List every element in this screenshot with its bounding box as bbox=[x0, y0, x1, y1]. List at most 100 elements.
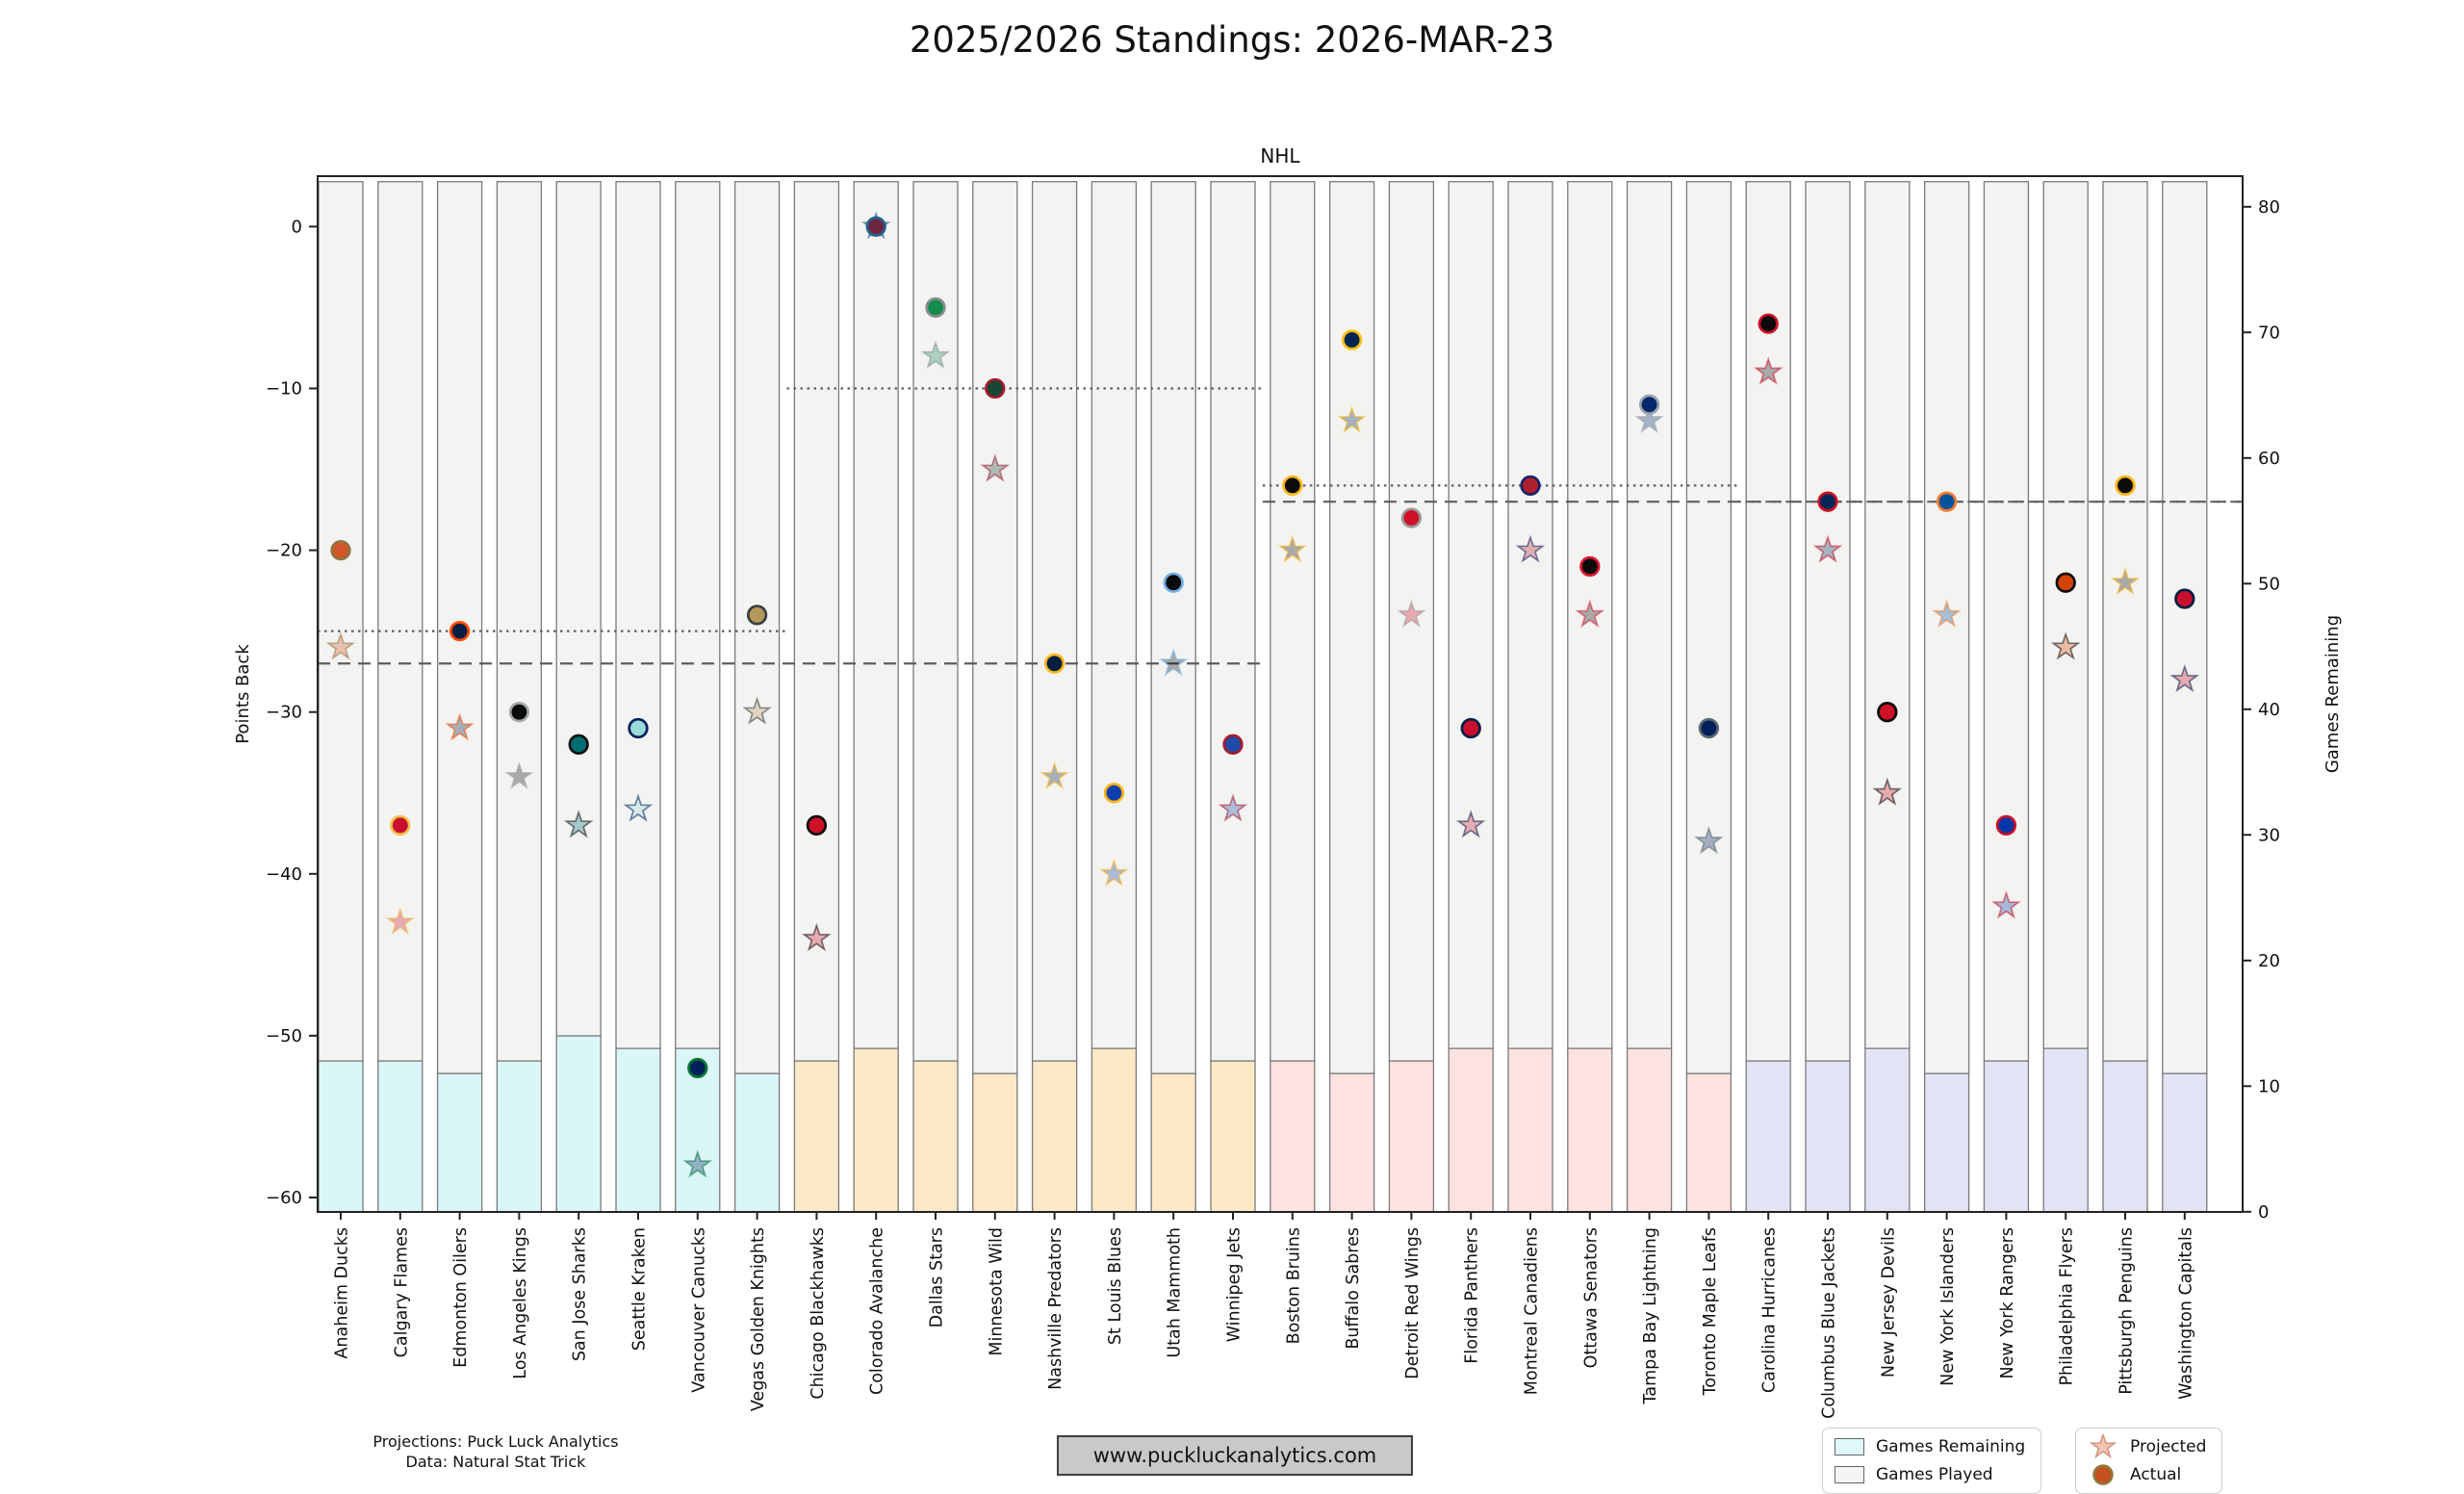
right-tick-label: 10 bbox=[2258, 1076, 2280, 1096]
actual-dot-marker bbox=[2115, 475, 2136, 497]
right-tick-label: 0 bbox=[2258, 1202, 2269, 1223]
games-remaining-bar bbox=[318, 1060, 364, 1213]
games-played-bar bbox=[1270, 181, 1316, 1062]
legend-row-games-remaining: Games Remaining bbox=[1835, 1435, 2025, 1458]
games-remaining-bar bbox=[1448, 1047, 1494, 1213]
page-title: 2025/2026 Standings: 2026-MAR-23 bbox=[909, 19, 1555, 61]
projected-star-marker bbox=[2169, 663, 2200, 693]
actual-dot-marker bbox=[1936, 491, 1958, 512]
bars-layer bbox=[318, 181, 2208, 1213]
games-remaining-bar bbox=[1507, 1047, 1553, 1213]
projected-star-marker bbox=[2110, 567, 2141, 596]
team-tick-label: Nashville Predators bbox=[1046, 1227, 1065, 1390]
axes-layer: 0 −10 −20 −30 −40 −50 −60 0 10 20 30 40 50 60 70 80 Anah… bbox=[233, 175, 2343, 1419]
projected-star-marker bbox=[1634, 404, 1664, 434]
games-played-bar bbox=[2042, 181, 2089, 1049]
team-tick-label: Anaheim Ducks bbox=[333, 1227, 352, 1359]
games-remaining-swatch-icon bbox=[1835, 1438, 1864, 1455]
projected-star-marker bbox=[1753, 356, 1784, 385]
games-played-bar bbox=[1091, 181, 1138, 1049]
projected-star-marker bbox=[1812, 534, 1843, 563]
right-tick-label: 70 bbox=[2258, 322, 2280, 343]
actual-dot-marker bbox=[925, 296, 946, 319]
games-remaining-bar bbox=[1745, 1060, 1791, 1213]
actual-dot-marker bbox=[1995, 814, 2017, 837]
games-played-bar bbox=[615, 181, 661, 1049]
games-played-bar bbox=[1388, 181, 1435, 1062]
legend-label: Projected bbox=[2130, 1437, 2207, 1456]
actual-dot-marker bbox=[865, 216, 886, 238]
games-remaining-bar bbox=[1983, 1060, 2030, 1213]
right-tick-label: 50 bbox=[2258, 574, 2280, 594]
games-played-bar bbox=[318, 181, 364, 1062]
projected-star-marker bbox=[2050, 631, 2081, 660]
games-played-bar bbox=[1805, 181, 1851, 1062]
team-tick-label: San Jose Sharks bbox=[571, 1227, 590, 1361]
legend-row-projected: Projected bbox=[2088, 1434, 2207, 1459]
games-played-bar bbox=[1210, 181, 1256, 1062]
team-tick-label: St Louis Blues bbox=[1106, 1227, 1125, 1345]
legend-row-games-played: Games Played bbox=[1835, 1463, 2025, 1486]
actual-dot-marker bbox=[568, 734, 589, 755]
games-played-bar bbox=[793, 181, 840, 1062]
team-tick-label: Winnipeg Jets bbox=[1225, 1227, 1245, 1342]
cutlines-layer bbox=[318, 387, 2243, 665]
games-played-bar bbox=[496, 181, 543, 1062]
left-tick-label: −50 bbox=[266, 1026, 302, 1046]
projected-star-marker bbox=[1218, 793, 1248, 822]
projected-star-marker bbox=[742, 696, 772, 725]
games-remaining-bar bbox=[1864, 1047, 1911, 1213]
team-tick-label: Washington Capitals bbox=[2176, 1227, 2195, 1400]
games-remaining-bar bbox=[1091, 1047, 1138, 1213]
games-played-bar bbox=[2102, 181, 2148, 1062]
team-tick-label: Dallas Stars bbox=[928, 1227, 947, 1327]
projected-star-marker bbox=[1694, 826, 1724, 855]
games-played-bar bbox=[972, 181, 1018, 1074]
games-remaining-bar bbox=[1626, 1047, 1673, 1213]
team-tick-label: Colorado Avalanche bbox=[868, 1227, 887, 1395]
chart-subtitle: NHL bbox=[1260, 144, 1300, 167]
projected-star-icon bbox=[2088, 1434, 2118, 1459]
team-tick-label: Utah Mammoth bbox=[1166, 1227, 1185, 1358]
left-tick-label: 0 bbox=[292, 217, 302, 237]
actual-dot-marker bbox=[390, 814, 411, 837]
games-played-bar bbox=[1626, 181, 1673, 1049]
actual-markers-layer bbox=[330, 216, 2195, 1079]
projected-star-marker bbox=[1872, 777, 1903, 806]
plot-frame bbox=[317, 175, 2244, 1213]
team-tick-label: Calgary Flames bbox=[392, 1227, 411, 1357]
credits: Projections: Puck Luck Analytics Data: N… bbox=[303, 1431, 688, 1472]
legend-label: Games Remaining bbox=[1876, 1437, 2026, 1456]
projected-star-marker bbox=[1991, 890, 2021, 919]
games-played-bar bbox=[2162, 181, 2208, 1074]
actual-dot-marker bbox=[1222, 734, 1244, 755]
team-tick-label: Buffalo Sabres bbox=[1344, 1227, 1363, 1350]
team-tick-label: Philadelphia Flyers bbox=[2058, 1227, 2077, 1386]
projected-star-marker bbox=[1277, 534, 1308, 563]
games-played-bar bbox=[1923, 181, 1970, 1074]
games-remaining-bar bbox=[2102, 1060, 2148, 1213]
games-remaining-bar bbox=[436, 1072, 483, 1213]
team-tick-label: Montreal Canadiens bbox=[1523, 1227, 1542, 1395]
actual-dot-marker bbox=[1638, 394, 1660, 415]
left-tick-label: −60 bbox=[266, 1188, 302, 1208]
actual-dot-marker bbox=[330, 539, 351, 561]
projected-star-marker bbox=[1455, 810, 1486, 838]
actual-dot-marker bbox=[806, 814, 828, 837]
projected-star-marker bbox=[504, 760, 534, 790]
projected-star-marker bbox=[682, 1149, 713, 1178]
team-tick-label: Chicago Blackhawks bbox=[808, 1227, 828, 1400]
games-played-bar bbox=[555, 181, 602, 1037]
team-tick-label: Edmonton Oilers bbox=[451, 1227, 471, 1368]
games-played-bar bbox=[1150, 181, 1196, 1074]
games-remaining-bar bbox=[2042, 1047, 2089, 1213]
projected-star-marker bbox=[325, 631, 356, 660]
games-remaining-bar bbox=[2162, 1072, 2208, 1213]
games-played-bar bbox=[853, 181, 899, 1049]
legend-label: Actual bbox=[2130, 1465, 2182, 1484]
games-remaining-bar bbox=[496, 1060, 543, 1213]
actual-dot-marker bbox=[508, 702, 530, 723]
team-tick-label: Ottawa Senators bbox=[1581, 1227, 1601, 1368]
